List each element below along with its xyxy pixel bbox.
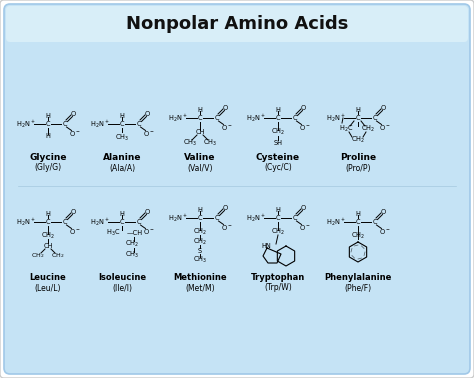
Text: H$_2$N$^+$: H$_2$N$^+$ bbox=[168, 212, 188, 224]
Text: C: C bbox=[373, 115, 377, 121]
Text: C: C bbox=[215, 215, 219, 221]
Text: H$_2$N$^+$: H$_2$N$^+$ bbox=[16, 216, 36, 228]
Text: H: H bbox=[198, 107, 202, 113]
Text: H: H bbox=[46, 113, 50, 119]
Text: Valine: Valine bbox=[184, 153, 216, 163]
Text: H$_2$N$^+$: H$_2$N$^+$ bbox=[168, 112, 188, 124]
Text: (Cyc/C): (Cyc/C) bbox=[264, 164, 292, 172]
Text: H: H bbox=[275, 107, 281, 113]
Text: H: H bbox=[356, 107, 360, 113]
Text: H: H bbox=[119, 113, 125, 119]
Text: H$_2$N$^+$: H$_2$N$^+$ bbox=[246, 212, 266, 224]
Text: C: C bbox=[356, 115, 360, 121]
Text: Phenylalanine: Phenylalanine bbox=[324, 274, 392, 282]
Text: O: O bbox=[145, 209, 150, 215]
Text: O: O bbox=[70, 209, 76, 215]
Text: CH$_3$: CH$_3$ bbox=[125, 250, 139, 260]
Text: CH$_3$: CH$_3$ bbox=[183, 138, 197, 148]
Text: (Gly/G): (Gly/G) bbox=[35, 164, 62, 172]
Text: C: C bbox=[63, 219, 67, 225]
Text: CH$_2$: CH$_2$ bbox=[193, 237, 207, 247]
Text: O: O bbox=[380, 209, 386, 215]
Text: O$^-$: O$^-$ bbox=[379, 122, 391, 132]
Text: (Val/V): (Val/V) bbox=[187, 164, 213, 172]
Text: Cysteine: Cysteine bbox=[256, 153, 300, 163]
Text: C: C bbox=[137, 219, 141, 225]
Text: O$^-$: O$^-$ bbox=[143, 226, 155, 235]
Text: CH$_2$: CH$_2$ bbox=[271, 227, 285, 237]
Text: Tryptophan: Tryptophan bbox=[251, 274, 305, 282]
Text: C: C bbox=[276, 115, 280, 121]
Text: (Leu/L): (Leu/L) bbox=[35, 284, 61, 293]
Text: (Met/M): (Met/M) bbox=[185, 284, 215, 293]
Text: O$^-$: O$^-$ bbox=[221, 122, 233, 132]
Text: C: C bbox=[46, 219, 50, 225]
Text: S: S bbox=[198, 248, 202, 254]
Text: O$^-$: O$^-$ bbox=[299, 223, 311, 231]
Text: H$_3$C: H$_3$C bbox=[106, 228, 120, 238]
Text: C: C bbox=[215, 115, 219, 121]
Text: Leucine: Leucine bbox=[29, 274, 66, 282]
Text: O: O bbox=[70, 111, 76, 117]
Text: Alanine: Alanine bbox=[103, 153, 141, 163]
Text: O: O bbox=[301, 105, 306, 111]
Text: O$^-$: O$^-$ bbox=[299, 122, 311, 132]
Text: H: H bbox=[46, 211, 50, 217]
Text: O$^-$: O$^-$ bbox=[379, 226, 391, 235]
Text: C: C bbox=[137, 121, 141, 127]
Text: C: C bbox=[198, 215, 202, 221]
Text: C: C bbox=[46, 121, 50, 127]
Text: H: H bbox=[198, 207, 202, 213]
Text: O$^-$: O$^-$ bbox=[221, 223, 233, 231]
Text: O: O bbox=[380, 105, 386, 111]
Text: Methionine: Methionine bbox=[173, 274, 227, 282]
Text: Nonpolar Amino Acids: Nonpolar Amino Acids bbox=[126, 15, 348, 33]
Text: H$_2$N$^+$: H$_2$N$^+$ bbox=[326, 112, 346, 124]
Text: CH$_2$: CH$_2$ bbox=[51, 251, 65, 260]
Text: (Ala/A): (Ala/A) bbox=[109, 164, 135, 172]
Text: C: C bbox=[373, 219, 377, 225]
Text: CH$_2$: CH$_2$ bbox=[41, 231, 55, 241]
Text: H$_2$N$^+$: H$_2$N$^+$ bbox=[90, 216, 110, 228]
Text: H$_2$N$^+$: H$_2$N$^+$ bbox=[246, 112, 266, 124]
Text: CH$_2$: CH$_2$ bbox=[271, 127, 285, 137]
Text: C: C bbox=[120, 219, 124, 225]
Text: CH$_2$: CH$_2$ bbox=[361, 124, 375, 134]
Text: H$_2$N$^+$: H$_2$N$^+$ bbox=[326, 216, 346, 228]
Text: CH: CH bbox=[43, 243, 53, 249]
Text: (Phe/F): (Phe/F) bbox=[345, 284, 372, 293]
Text: SH: SH bbox=[273, 140, 283, 146]
FancyBboxPatch shape bbox=[6, 6, 468, 42]
Text: H$_2$C: H$_2$C bbox=[339, 124, 353, 134]
Text: CH$_2$: CH$_2$ bbox=[31, 251, 45, 260]
Text: O: O bbox=[222, 205, 228, 211]
Text: —CH: —CH bbox=[127, 230, 143, 236]
Text: CH: CH bbox=[195, 129, 205, 135]
Text: O$^-$: O$^-$ bbox=[69, 226, 81, 235]
Text: (Pro/P): (Pro/P) bbox=[345, 164, 371, 172]
Text: C: C bbox=[198, 115, 202, 121]
Text: C: C bbox=[292, 215, 297, 221]
Text: CH$_3$: CH$_3$ bbox=[203, 138, 217, 148]
Text: C: C bbox=[356, 219, 360, 225]
Text: HN: HN bbox=[261, 243, 271, 249]
Text: C: C bbox=[292, 115, 297, 121]
Text: O: O bbox=[145, 111, 150, 117]
Text: H$_2$N$^+$: H$_2$N$^+$ bbox=[90, 118, 110, 130]
Text: H: H bbox=[275, 207, 281, 213]
Text: CH$_3$: CH$_3$ bbox=[115, 133, 129, 143]
Text: (Trp/W): (Trp/W) bbox=[264, 284, 292, 293]
Text: Isoleucine: Isoleucine bbox=[98, 274, 146, 282]
Text: O: O bbox=[222, 105, 228, 111]
Text: O$^-$: O$^-$ bbox=[69, 129, 81, 138]
Text: CH$_2$: CH$_2$ bbox=[193, 227, 207, 237]
Text: CH$_3$: CH$_3$ bbox=[193, 255, 207, 265]
Text: C: C bbox=[276, 215, 280, 221]
Text: C: C bbox=[120, 121, 124, 127]
Text: H: H bbox=[119, 211, 125, 217]
Text: Proline: Proline bbox=[340, 153, 376, 163]
Text: C: C bbox=[63, 121, 67, 127]
Text: CH$_2$: CH$_2$ bbox=[351, 231, 365, 241]
Text: O$^-$: O$^-$ bbox=[143, 129, 155, 138]
